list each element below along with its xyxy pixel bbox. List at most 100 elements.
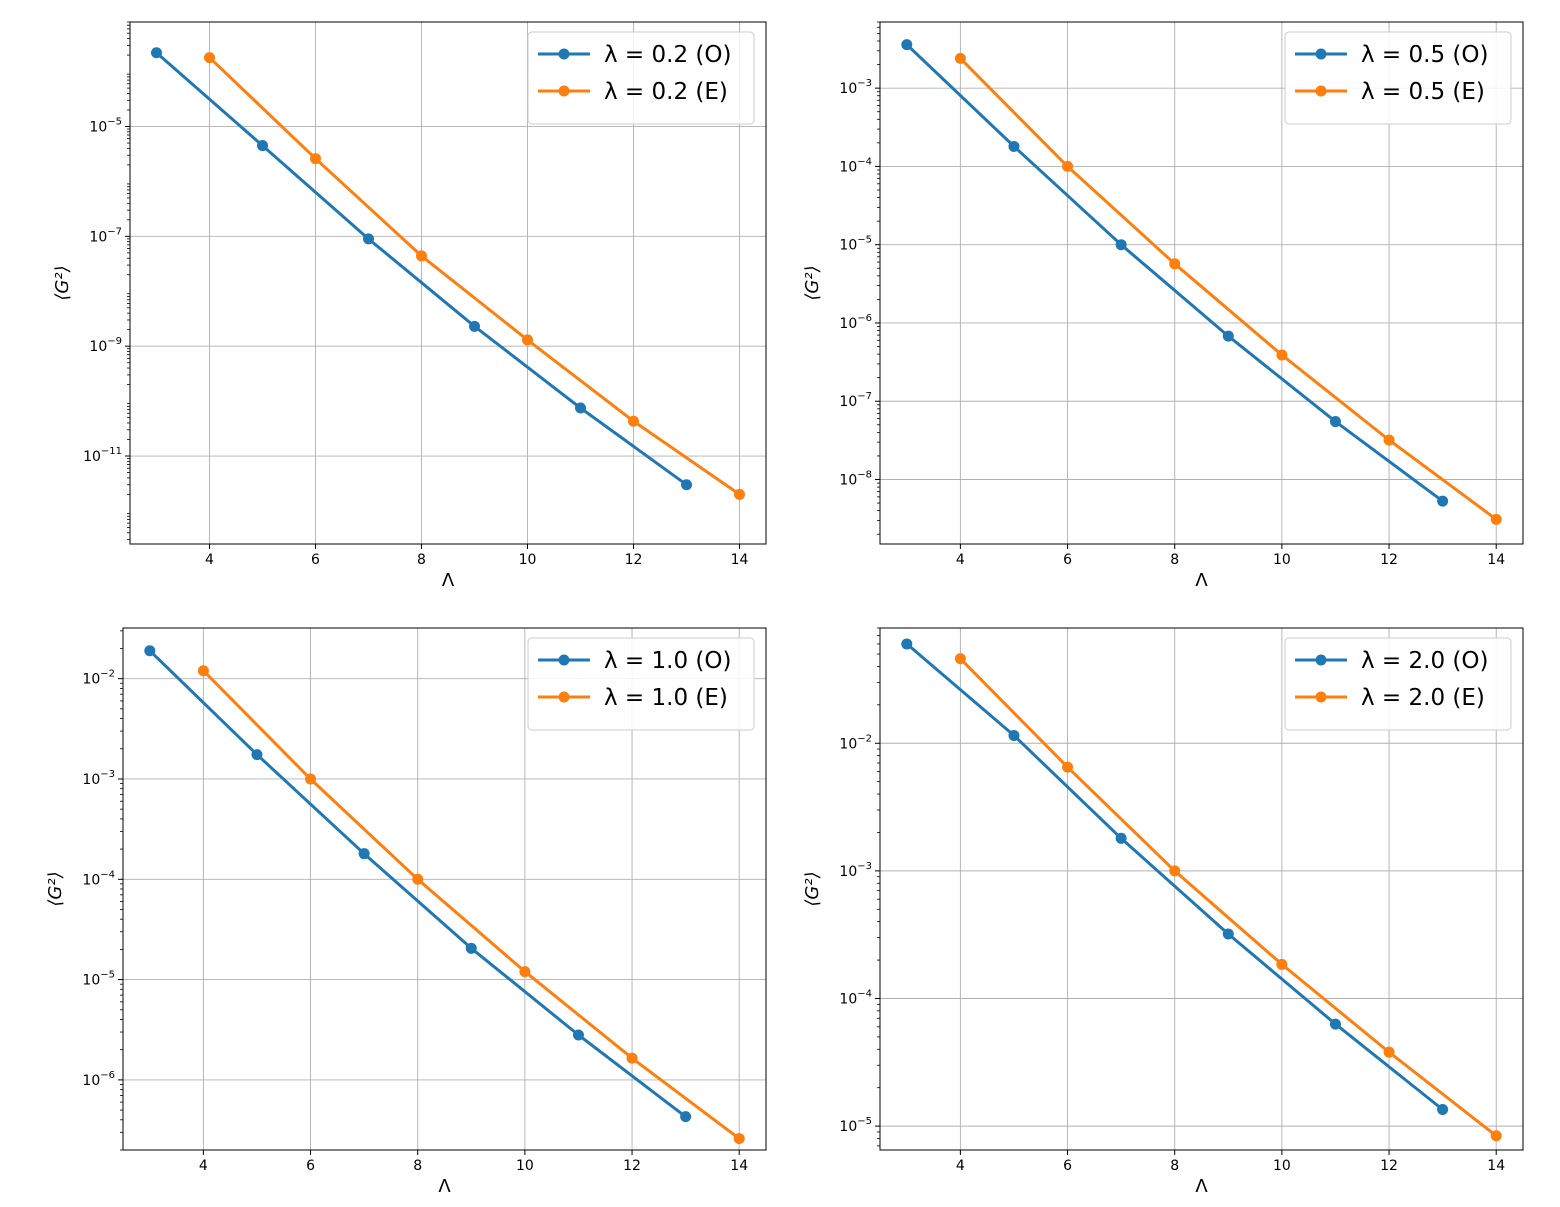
legend-entry-label: λ = 0.2 (E): [604, 79, 728, 105]
data-point: [358, 848, 370, 860]
data-point: [954, 653, 966, 665]
data-point: [572, 1029, 584, 1041]
data-point: [1115, 239, 1127, 251]
legend-swatch-marker: [1315, 654, 1327, 666]
legend-swatch-marker: [1315, 85, 1327, 97]
data-point: [412, 873, 424, 885]
data-point: [1008, 730, 1020, 742]
series-line-E: [208, 56, 741, 496]
x-axis-label: Λ: [442, 570, 455, 591]
x-tick-label: 4: [956, 552, 965, 568]
chart-panel-4: 4 6 8 10 12 14 10−2 10−3 10−4 10−5 Λ ⟨G²⟩ λ = 2.0 (O…: [802, 627, 1524, 1197]
x-tick-label: 14: [731, 552, 749, 568]
series-line-E: [202, 669, 741, 1140]
data-point: [522, 334, 533, 346]
series-line-O: [905, 642, 1444, 1111]
x-tick-label: 12: [623, 1158, 641, 1174]
legend-swatch-marker: [558, 85, 570, 97]
data-point: [1437, 1103, 1449, 1115]
x-tick-label: 6: [306, 1158, 315, 1174]
legend-swatch-marker: [558, 654, 570, 666]
y-tick-label: 10−6: [839, 313, 872, 332]
x-tick-label: 6: [1063, 552, 1072, 568]
legend-entry-label: λ = 0.5 (O): [1361, 42, 1488, 68]
data-point: [204, 52, 215, 64]
data-point: [257, 140, 268, 152]
series-line-O: [155, 51, 688, 486]
data-point: [1383, 434, 1395, 446]
series-line-E: [959, 657, 1498, 1137]
data-point: [1062, 160, 1074, 172]
data-point: [1115, 832, 1127, 844]
legend: λ = 0.2 (O) λ = 0.2 (E): [527, 31, 755, 125]
x-tick-label: 8: [1170, 1158, 1179, 1174]
y-axis-label: ⟨G²⟩: [52, 265, 73, 300]
x-tick-label: 10: [519, 552, 537, 568]
data-point: [197, 665, 209, 677]
y-tick-label: 10−5: [839, 1116, 872, 1135]
y-tick-label: 10−9: [89, 336, 122, 355]
axes-frame: [879, 21, 1524, 545]
data-point: [681, 479, 692, 491]
x-tick-label: 6: [311, 552, 320, 568]
data-point: [519, 966, 531, 978]
legend-entry-label: λ = 2.0 (E): [1361, 685, 1485, 711]
y-tick-label: 10−5: [839, 235, 872, 254]
x-tick-label: 8: [417, 552, 426, 568]
y-tick-label: 10−6: [82, 1070, 115, 1089]
data-point: [1222, 330, 1234, 342]
data-point: [305, 773, 317, 785]
x-tick-label: 14: [1487, 552, 1505, 568]
data-point: [465, 942, 477, 954]
y-tick-label: 10−3: [839, 78, 872, 97]
x-tick-label: 14: [730, 1158, 748, 1174]
x-tick-label: 10: [1273, 552, 1291, 568]
data-point: [680, 1111, 692, 1123]
axes-frame: [879, 627, 1524, 1151]
data-point: [144, 645, 156, 657]
y-tick-label: 10−11: [83, 446, 122, 465]
data-point: [310, 153, 321, 165]
y-tick-label: 10−2: [82, 669, 115, 688]
y-tick-label: 10−5: [89, 117, 122, 136]
legend-swatch-marker: [558, 691, 570, 703]
data-point: [151, 47, 162, 59]
data-point: [1169, 865, 1181, 877]
legend-entry-label: λ = 2.0 (O): [1361, 648, 1488, 674]
x-tick-label: 10: [516, 1158, 534, 1174]
data-point: [251, 749, 263, 761]
x-tick-label: 8: [413, 1158, 422, 1174]
y-tick-label: 10−4: [839, 156, 872, 175]
data-point: [1329, 416, 1341, 428]
chart-panel-1: 4 6 8 10 12 14 10−5 10−7 10−9 10−11 Λ ⟨G²⟩ λ = 0.2 (…: [52, 21, 767, 591]
data-point: [901, 39, 913, 51]
x-tick-label: 10: [1273, 1158, 1291, 1174]
data-point: [1008, 140, 1020, 152]
data-point: [1276, 349, 1288, 361]
x-tick-label: 4: [956, 1158, 965, 1174]
y-axis-label: ⟨G²⟩: [45, 871, 66, 906]
data-point: [1222, 928, 1234, 940]
y-axis-label: ⟨G²⟩: [802, 265, 823, 300]
y-tick-label: 10−7: [89, 226, 122, 245]
legend-entry-label: λ = 1.0 (O): [604, 648, 731, 674]
legend: λ = 0.5 (O) λ = 0.5 (E): [1284, 31, 1512, 125]
legend-entry-label: λ = 0.5 (E): [1361, 79, 1485, 105]
legend-swatch-marker: [1315, 691, 1327, 703]
x-tick-label: 8: [1170, 552, 1179, 568]
data-point: [626, 1052, 638, 1064]
data-point: [1437, 495, 1449, 507]
legend-swatch-marker: [1315, 48, 1327, 60]
chart-panel-2: 4 6 8 10 12 14 10−3 10−4 10−5 10−6 10−7 10−8 Λ ⟨G²⟩ λ …: [802, 21, 1524, 591]
y-tick-label: 10−5: [82, 970, 115, 989]
legend-entry-label: λ = 0.2 (O): [604, 42, 731, 68]
x-tick-label: 4: [205, 552, 214, 568]
series-line-O: [148, 649, 687, 1118]
y-tick-label: 10−3: [82, 769, 115, 788]
series-line-O: [905, 43, 1444, 503]
y-tick-label: 10−7: [839, 391, 872, 410]
data-point: [416, 250, 427, 262]
y-tick-label: 10−8: [839, 470, 872, 489]
